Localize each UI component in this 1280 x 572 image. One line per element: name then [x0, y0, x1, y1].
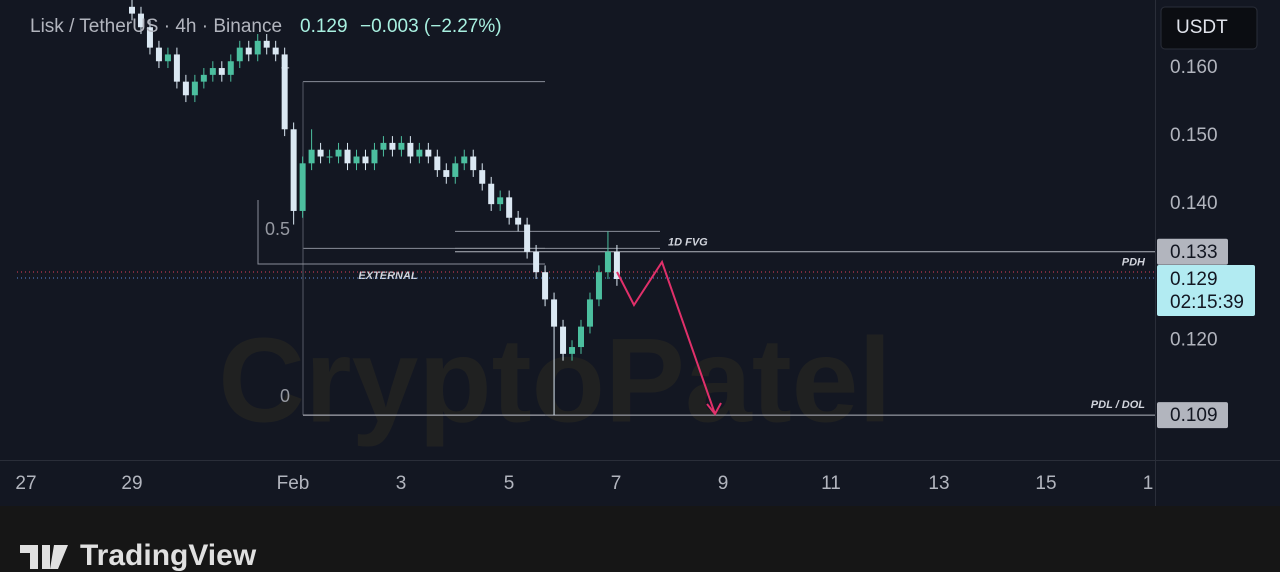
y-tick-label: 0.120 [1170, 329, 1218, 350]
candle-body [371, 149, 378, 164]
x-tick-label: 29 [121, 473, 142, 494]
last-value: 0.129 [300, 16, 348, 37]
candle-body [586, 299, 593, 327]
candle-body [317, 149, 324, 157]
pdl-label: PDL / DOL [1091, 399, 1145, 411]
candle-body [488, 183, 495, 205]
candle-body [335, 149, 342, 157]
x-tick-label: 15 [1035, 473, 1056, 494]
currency[interactable]: USDT [1176, 17, 1228, 38]
chart-background [0, 0, 1280, 506]
candle-body [398, 142, 405, 150]
candle-body [272, 47, 279, 55]
pdh-label: PDH [1122, 257, 1146, 269]
x-tick-label: 3 [396, 473, 407, 494]
candle-body [569, 347, 576, 354]
candle-body [155, 47, 162, 62]
fib-label: 0 [280, 386, 290, 406]
x-tick-label: 27 [15, 473, 36, 494]
candle-body [218, 68, 225, 75]
candle-body [506, 197, 513, 218]
candle-body [137, 13, 144, 28]
candle-body [578, 326, 584, 348]
change: −0.003 (−2.27%) [360, 16, 502, 37]
x-tick-label: 9 [718, 473, 729, 494]
last-price-box [1157, 264, 1255, 316]
x-tick-label: 7 [611, 473, 622, 494]
candle-body [389, 142, 396, 150]
fib-label: 0.5 [265, 219, 290, 239]
price-label-box [1157, 238, 1228, 265]
candle-body [227, 61, 234, 75]
price-label-box [1157, 402, 1228, 429]
candle-body [443, 170, 450, 177]
candle-body [254, 40, 261, 55]
candle-body [245, 47, 252, 55]
brand: TradingView [80, 539, 257, 572]
candle-body [613, 251, 620, 279]
candle-body [182, 81, 189, 96]
price-label: 0.133 [1170, 242, 1218, 263]
x-tick-label: 5 [504, 473, 515, 494]
y-tick-label: 0.160 [1170, 57, 1218, 78]
x-tick-label: 1 [1143, 473, 1154, 494]
projection-arrow [616, 259, 722, 416]
candle-body [164, 54, 171, 62]
symbol-title: Lisk / TetherUS · 4h · Binance [30, 16, 282, 37]
candle-body [129, 6, 135, 14]
candle-body [173, 54, 180, 82]
candle-body [263, 40, 270, 48]
x-tick-label: 11 [821, 473, 841, 494]
x-tick-label: Feb [277, 473, 310, 494]
last-price-label: 0.129 [1170, 269, 1218, 290]
candle-body [497, 197, 504, 205]
x-tick-label: 13 [928, 473, 949, 494]
external-line [257, 200, 545, 265]
candle-body [362, 156, 369, 164]
external-label: EXTERNAL [358, 270, 418, 282]
currency-button[interactable] [1160, 6, 1258, 50]
candle-body [308, 149, 315, 164]
candle-body [524, 224, 531, 252]
candle-body [425, 149, 432, 157]
candle-body [146, 27, 153, 48]
candle-body [236, 47, 243, 62]
candle-body [299, 163, 306, 211]
y-tick-label: 0.150 [1170, 125, 1218, 146]
candle-body [452, 163, 459, 177]
candle-body [281, 54, 288, 130]
candle-body [595, 272, 602, 300]
candle-body [209, 68, 216, 75]
candle-body [604, 251, 611, 273]
candle-body [344, 149, 351, 164]
logo-icon [20, 545, 68, 569]
watermark: CryptoPatel [218, 314, 891, 448]
candle-body [434, 156, 441, 171]
candle-body [353, 156, 360, 164]
candle-body [542, 272, 549, 300]
candle-body [470, 156, 477, 171]
candle-body [416, 149, 423, 157]
candle-body [290, 129, 297, 211]
candle-body [560, 326, 567, 354]
price-label: 0.109 [1170, 405, 1218, 426]
countdown: 02:15:39 [1170, 292, 1244, 313]
candle-body [191, 81, 198, 96]
candle-body [380, 142, 387, 150]
candle-body [200, 74, 207, 82]
candle-body [407, 142, 414, 157]
tv-logo: TradingView [20, 539, 257, 572]
candle-body [479, 170, 486, 184]
y-tick-label: 0.140 [1170, 193, 1218, 214]
candle-body [326, 156, 333, 158]
candle-body [515, 217, 522, 225]
candle-body [551, 299, 558, 327]
candle-body [461, 156, 468, 164]
candle-body [533, 251, 540, 273]
fvg-label: 1D FVG [668, 236, 708, 248]
